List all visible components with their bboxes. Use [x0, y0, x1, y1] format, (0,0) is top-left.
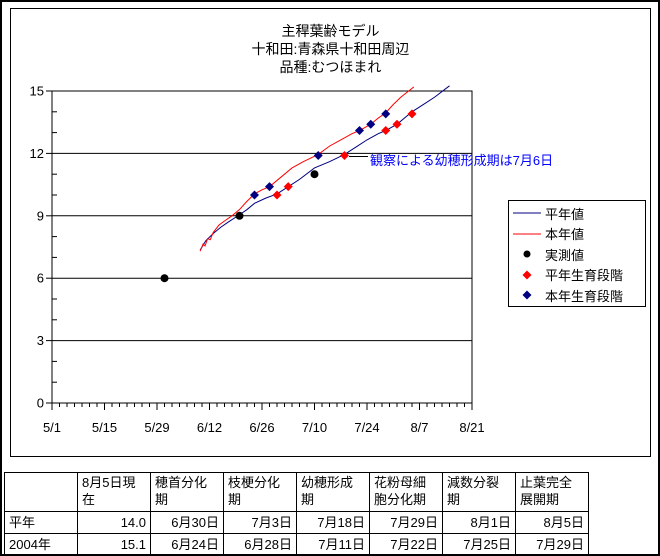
table-row-label: 2004年 — [4, 533, 78, 556]
chart-title: 主稈葉齢モデル 十和田:青森県十和田周辺 品種:むつほまれ — [11, 22, 650, 76]
legend-label: 本年値 — [545, 227, 585, 243]
y-tick-label: 0 — [37, 396, 44, 411]
legend-dot-icon — [509, 247, 545, 261]
scatter-point-平年生育段階 — [272, 190, 282, 200]
table-cell: 6月30日 — [150, 511, 224, 534]
y-tick-label: 15 — [30, 84, 44, 99]
x-tick-label: 7/10 — [302, 420, 327, 435]
table-corner-cell — [4, 472, 78, 512]
table-cell: 14.0 — [77, 511, 151, 534]
table-header-row: 8月5日現在 穂首分化期 枝梗分化期 幼穂形成期 花粉母細胞分化期 減数分裂期 止葉完全展開… — [4, 472, 589, 512]
table-cell: 8月1日 — [442, 511, 516, 534]
legend-item: 平年生育段階 — [509, 265, 645, 286]
x-tick-label: 8/7 — [410, 420, 428, 435]
scatter-point-平年生育段階 — [407, 109, 417, 119]
scatter-point-本年生育段階 — [381, 109, 391, 119]
y-tick-label: 9 — [37, 208, 44, 223]
table-cell: 6月24日 — [150, 533, 224, 556]
table-header-cell: 止葉完全展開期 — [515, 472, 589, 512]
table-row: 2004年 15.1 6月24日 6月28日 7月11日 7月22日 7月25日 7月29日 — [4, 533, 589, 556]
legend-item: 本年値 — [509, 224, 645, 245]
plot-frame — [51, 90, 473, 404]
legend-line-icon — [509, 227, 545, 241]
table-header-cell: 穂首分化期 — [150, 472, 224, 512]
legend-item: 本年生育段階 — [509, 285, 645, 306]
table-cell: 7月11日 — [296, 533, 370, 556]
table-row-label: 平年 — [4, 511, 78, 534]
legend-line-icon — [509, 206, 545, 220]
scatter-point-本年生育段階 — [250, 190, 259, 200]
table-header-cell: 8月5日現在 — [77, 472, 151, 512]
y-tick-label: 12 — [30, 146, 44, 161]
legend-label: 実測値 — [545, 247, 585, 263]
series-line-本年値 — [199, 86, 415, 252]
scatter-point-本年生育段階 — [366, 119, 376, 129]
x-tick-label: 6/26 — [249, 420, 274, 435]
table-cell: 7月29日 — [369, 511, 443, 534]
legend-diamond-icon — [509, 288, 545, 302]
chart-title-line-1: 主稈葉齢モデル — [281, 23, 380, 39]
scatter-point-本年生育段階 — [355, 126, 364, 136]
table-header-cell: 花粉母細胞分化期 — [369, 472, 443, 512]
scatter-point-本年生育段階 — [313, 150, 323, 160]
x-tick-label: 7/24 — [354, 420, 379, 435]
table-cell: 15.1 — [77, 533, 151, 556]
table-cell: 6月28日 — [223, 533, 297, 556]
legend-label: 平年値 — [545, 206, 585, 222]
table-cell: 7月22日 — [369, 533, 443, 556]
scatter-point-実測値 — [310, 170, 319, 179]
series-line-平年値 — [199, 85, 450, 251]
growth-stage-table: 8月5日現在 穂首分化期 枝梗分化期 幼穂形成期 花粉母細胞分化期 減数分裂期 止葉完全展開… — [4, 472, 589, 556]
x-tick-label: 5/1 — [43, 420, 61, 435]
scatter-point-平年生育段階 — [381, 126, 391, 136]
scatter-point-実測値 — [235, 211, 244, 220]
table-cell: 7月25日 — [442, 533, 516, 556]
table-cell: 7月29日 — [515, 533, 589, 556]
legend-label: 本年生育段階 — [545, 288, 624, 304]
scatter-point-平年生育段階 — [392, 119, 402, 129]
table-row: 平年 14.0 6月30日 7月3日 7月18日 7月29日 8月1日 8月5日 — [4, 511, 589, 534]
x-tick-label: 5/15 — [92, 420, 117, 435]
scatter-point-平年生育段階 — [283, 182, 293, 192]
table-header-cell: 枝梗分化期 — [223, 472, 297, 512]
x-tick-label: 6/12 — [197, 420, 222, 435]
table-header-cell: 減数分裂期 — [442, 472, 516, 512]
legend-label: 平年生育段階 — [545, 268, 624, 284]
scatter-point-平年生育段階 — [340, 150, 349, 160]
legend: 平年値本年値実測値平年生育段階 本年生育段階 — [508, 200, 646, 307]
chart-title-line-2: 十和田:青森県十和田周辺 — [251, 41, 410, 57]
legend-diamond-icon — [509, 268, 545, 282]
x-tick-label: 5/29 — [144, 420, 169, 435]
chart-title-line-3: 品種:むつほまれ — [279, 59, 382, 75]
legend-item: 平年値 — [509, 203, 645, 224]
table-cell: 8月5日 — [515, 511, 589, 534]
scatter-point-実測値 — [160, 274, 169, 283]
annotation-text: 観察による幼穂形成期は7月6日 — [370, 153, 554, 168]
x-tick-label: 8/21 — [459, 420, 484, 435]
y-tick-label: 6 — [37, 271, 44, 286]
table-header-cell: 幼穂形成期 — [296, 472, 370, 512]
y-tick-label: 3 — [37, 333, 44, 348]
table-cell: 7月3日 — [223, 511, 297, 534]
legend-item: 実測値 — [509, 244, 645, 265]
scatter-point-本年生育段階 — [265, 182, 274, 192]
table-cell: 7月18日 — [296, 511, 370, 534]
